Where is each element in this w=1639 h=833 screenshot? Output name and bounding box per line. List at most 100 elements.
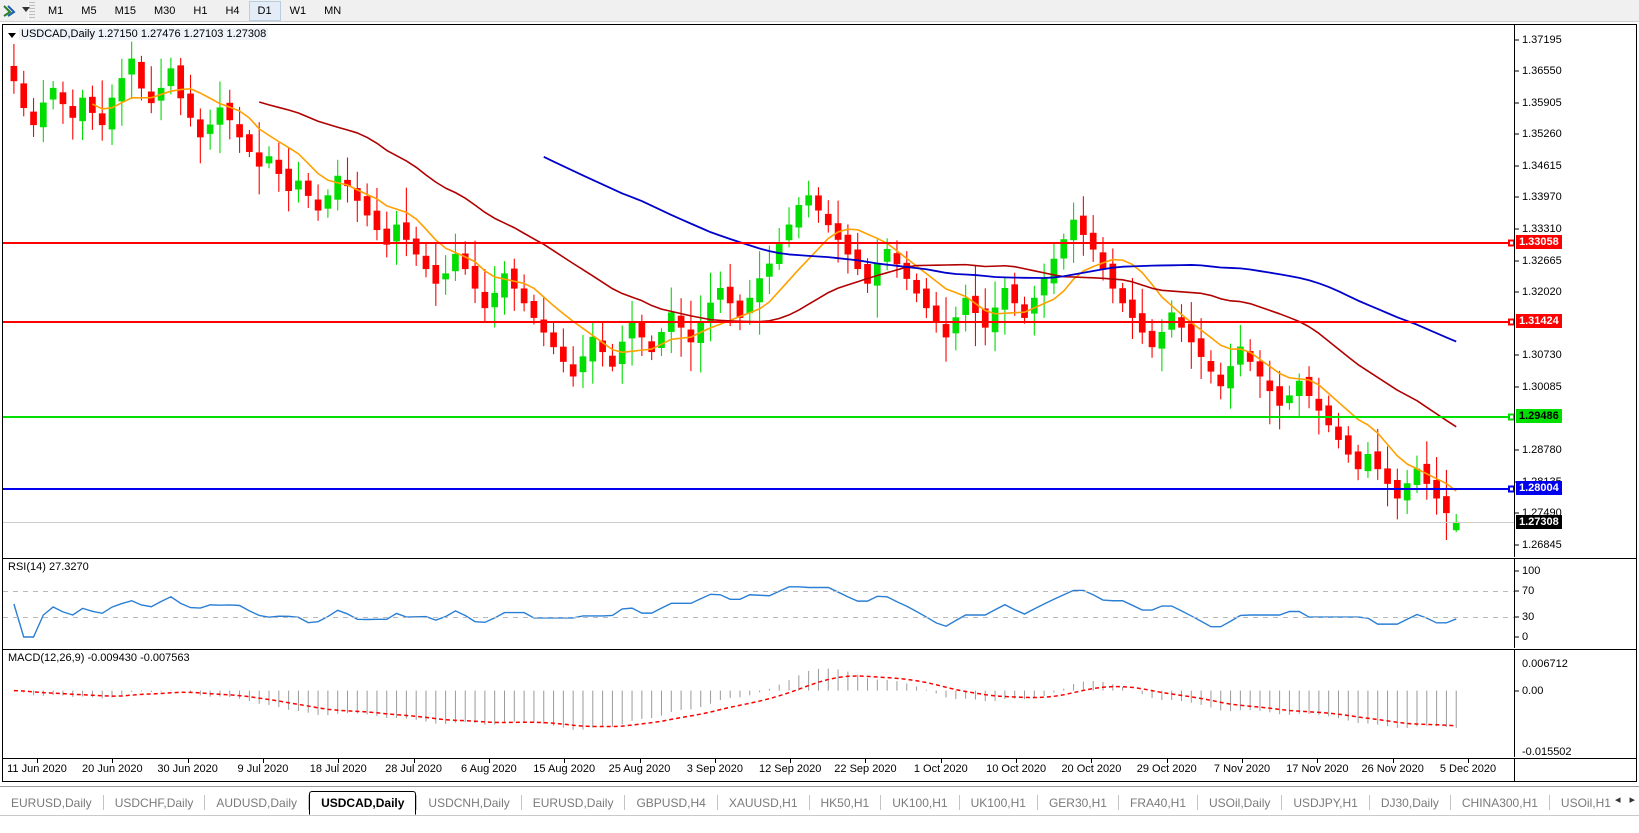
chevron-down-icon[interactable] [22,7,30,12]
timeframe-button-w1[interactable]: W1 [289,4,307,17]
date-axis-label: 18 Jul 2020 [309,763,367,775]
price-axis-label: 1.30730 [1522,349,1562,362]
date-axis-tick [1317,759,1319,763]
chart-tab-dj30-daily[interactable]: DJ30,Daily [1380,795,1439,810]
timeframe-button-h4[interactable]: H4 [225,4,240,17]
level-line-support-2[interactable] [3,485,1514,493]
rsi-pane[interactable]: 100 70 30 0 RSI(14) 27.3270 [3,558,1636,648]
level-line-handle[interactable] [1508,318,1514,326]
date-axis-tick [413,759,415,763]
macd-pane[interactable]: 0.006712 0.00 -0.015502 MACD(12,26,9) -0.0… [3,649,1636,757]
timeframe-button-m1[interactable]: M1 [48,4,64,17]
price-axis-tick [1515,196,1519,198]
chart-tab-uk100-h1[interactable]: UK100,H1 [892,795,948,810]
date-axis-label: 20 Oct 2020 [1061,763,1122,775]
tab-separator [1449,795,1451,810]
macd-plot-area[interactable] [3,650,1514,757]
chart-tab-hk50-h1[interactable]: HK50,H1 [820,795,870,810]
tab-separator [1036,795,1038,810]
timeframe-button-d1[interactable]: D1 [248,0,281,21]
price-level-tag-resistance-1[interactable]: 1.33058 [1516,234,1562,249]
tab-separator [1117,795,1119,810]
candlestick-series [10,41,1460,541]
rsi-title: RSI(14) 27.3270 [8,561,89,573]
chart-tab-fra40-h1[interactable]: FRA40,H1 [1129,795,1187,810]
timeframe-buttons: M1 M5 M15 M30 H1 H4 D1 W1 MN [39,0,350,21]
price-level-tag-support-2[interactable]: 1.28004 [1516,481,1562,496]
price-level-tag-support-1[interactable]: 1.29486 [1516,408,1562,423]
chart-tab-ger30-h1[interactable]: GER30,H1 [1048,795,1107,810]
date-axis-tick [338,759,340,763]
macd-axis-label: -0.015502 [1522,746,1572,757]
rsi-axis-tick [1515,636,1519,638]
level-line-handle[interactable] [1508,413,1514,421]
rsi-axis-label: 70 [1522,584,1535,597]
date-axis[interactable]: 11 Jun 2020 20 Jun 2020 30 Jun 2020 9 Jul 2… [3,758,1636,781]
chart-tab-usdjpy-h1[interactable]: USDJPY,H1 [1293,795,1358,810]
price-axis-label: 1.36550 [1522,65,1562,78]
chart-tab-gbpusd-h4[interactable]: GBPUSD,H4 [636,795,706,810]
date-axis-label: 6 Aug 2020 [461,763,517,775]
chart-tab-eurusd-daily[interactable]: EURUSD,Daily [11,795,92,810]
chart-tab-china300-h1[interactable]: CHINA300,H1 [1461,795,1538,810]
chart-tab-xauusd-h1[interactable]: XAUUSD,H1 [728,795,798,810]
tab-scroll-right-icon[interactable]: ▸ [1629,794,1635,806]
chart-tab-usdcnh-daily[interactable]: USDCNH,Daily [428,795,510,810]
date-axis-tick [262,759,264,763]
rsi-axis-label: 100 [1522,565,1541,577]
tab-separator [958,795,960,810]
date-axis-label: 17 Nov 2020 [1286,763,1349,775]
chart-tab-eurusd-daily[interactable]: EURUSD,Daily [532,795,614,810]
chart-tab-usoil-h1[interactable]: USOil,H1 [1560,795,1611,810]
chart-tab-uk100-h1[interactable]: UK100,H1 [970,795,1026,810]
price-axis-tick [1515,354,1519,356]
chart-tab-audusd-daily[interactable]: AUDUSD,Daily [216,795,298,810]
date-axis-label: 12 Sep 2020 [758,763,822,775]
timeframe-button-m15[interactable]: M15 [114,4,136,17]
price-axis-label: 1.32020 [1522,286,1562,299]
tab-separator [308,795,310,810]
level-line-resistance-1[interactable] [3,239,1514,247]
price-axis-tick [1515,260,1519,262]
macd-axis-tick [1515,690,1519,692]
date-axis-label: 9 Jul 2020 [237,763,289,775]
rsi-plot-area[interactable] [3,559,1514,648]
date-axis-tick [1016,759,1018,763]
price-axis[interactable]: 1.37195 1.36550 1.35905 1.35260 1.34615 1.339… [1514,25,1636,557]
date-axis-label: 11 Jun 2020 [7,763,67,775]
tab-separator [204,795,206,810]
price-axis-label: 1.30085 [1522,380,1562,393]
timeframe-button-m5[interactable]: M5 [81,4,97,17]
chevron-down-icon[interactable] [8,33,16,38]
level-line-handle[interactable] [1508,485,1514,493]
date-axis-label: 1 Oct 2020 [913,763,968,775]
price-level-tag-resistance-2[interactable]: 1.31424 [1516,314,1562,329]
chart-tab-usoil-daily[interactable]: USOil,Daily [1209,795,1271,810]
date-axis-label: 7 Nov 2020 [1213,763,1271,775]
date-axis-label: 26 Nov 2020 [1361,763,1424,775]
price-axis-tick [1515,39,1519,41]
chart-tab-usdchf-daily[interactable]: USDCHF,Daily [114,795,194,810]
tab-separator [624,795,626,810]
date-axis-tick [790,759,792,763]
timeframe-button-h1[interactable]: H1 [193,4,208,17]
price-plot-area[interactable] [3,25,1514,557]
date-axis-label: 3 Sep 2020 [686,763,743,775]
price-axis-tick [1515,386,1519,388]
level-line-handle[interactable] [1508,239,1514,247]
rsi-overbought-line [3,590,1514,592]
macd-series [13,668,1457,730]
chart-tab-usdcad-daily[interactable]: USDCAD,Daily [309,791,417,815]
tab-separator [1368,795,1370,810]
timeframe-toolbar: M1 M5 M15 M30 H1 H4 D1 W1 MN [0,0,1639,22]
indicators-icon[interactable] [2,3,24,19]
timeframe-button-m30[interactable]: M30 [153,4,176,17]
level-line-support-1[interactable] [3,413,1514,421]
timeframe-button-mn[interactable]: MN [324,4,342,17]
tab-scroll-left-icon[interactable]: ◂ [1614,794,1621,806]
level-line-resistance-2[interactable] [3,318,1514,326]
price-axis-label: 1.35260 [1522,128,1562,141]
price-axis-label: 1.28780 [1522,444,1562,457]
price-pane[interactable]: 1.37195 1.36550 1.35905 1.35260 1.34615 1.339… [3,25,1636,557]
